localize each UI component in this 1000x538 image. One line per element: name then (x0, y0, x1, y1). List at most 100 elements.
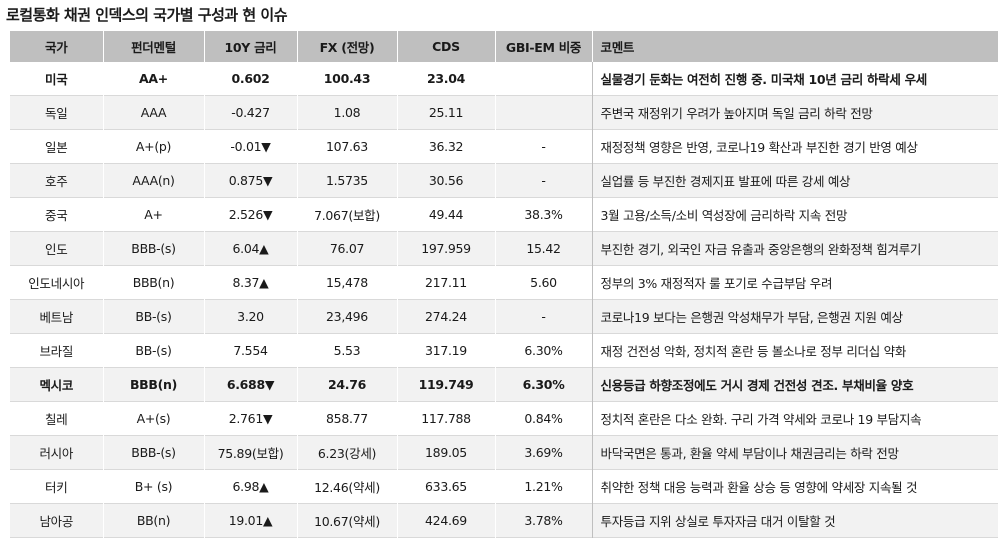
cell-10y-yield: 6.688▼ (203, 367, 297, 402)
cell-country: 독일 (10, 95, 103, 130)
cell-fundamental: AAA(n) (102, 163, 204, 198)
cell-country: 러시아 (10, 435, 103, 470)
cell-cds: 317.19 (396, 333, 495, 368)
cell-gbi-em-weight: - (494, 163, 592, 198)
cell-fundamental: BB(n) (102, 503, 204, 538)
cell-10y-yield: 6.04▲ (203, 231, 297, 266)
cell-comment: 재정정책 영향은 반영, 코로나19 확산과 부진한 경기 반영 예상 (591, 129, 998, 164)
cell-fx: 858.77 (296, 401, 397, 436)
cell-10y-yield: 7.554 (203, 333, 297, 368)
cell-comment: 실업률 등 부진한 경제지표 발표에 따른 강세 예상 (591, 163, 998, 198)
cell-comment: 3월 고용/소득/소비 역성장에 금리하락 지속 전망 (591, 197, 998, 232)
cell-comment: 바닥국면은 통과, 환율 약세 부담이나 채권금리는 하락 전망 (591, 435, 998, 470)
cell-fx: 76.07 (296, 231, 397, 266)
header-cds: CDS (396, 31, 495, 62)
header-10y-yield: 10Y 금리 (203, 31, 297, 62)
cell-fx: 1.5735 (296, 163, 397, 198)
cell-comment: 실물경기 둔화는 여전히 진행 중. 미국채 10년 금리 하락세 우세 (591, 62, 998, 96)
cell-comment: 주변국 재정위기 우려가 높아지며 독일 금리 하락 전망 (591, 95, 998, 130)
cell-fundamental: A+ (102, 197, 204, 232)
cell-cds: 189.05 (396, 435, 495, 470)
cell-gbi-em-weight: 3.69% (494, 435, 592, 470)
header-gbi-em-weight: GBI-EM 비중 (494, 31, 592, 62)
cell-fx: 10.67(약세) (296, 503, 397, 538)
cell-country: 터키 (45, 480, 68, 495)
cell-fundamental: BB-(s) (102, 299, 204, 334)
cell-gbi-em-weight: 1.21% (494, 469, 592, 504)
cell-fx: 107.63 (296, 129, 397, 164)
cell-cds: 424.69 (396, 503, 495, 538)
cell-fx: 5.53 (296, 333, 397, 368)
cell-gbi-em-weight (494, 62, 592, 96)
cell-gbi-em-weight: - (494, 129, 592, 164)
table-row: 독일 AAA -0.427 1.08 25.11 주변국 재정위기 우려가 높아지며 독일… (10, 95, 998, 130)
cell-cds: 217.11 (396, 265, 495, 300)
cell-fx: 100.43 (296, 62, 397, 96)
header-country: 국가 (10, 31, 103, 62)
country-issues-table: 국가 펀더멘털 10Y 금리 FX (전망) CDS GBI-EM 비중 코멘트… (10, 31, 998, 538)
cell-cds: 117.788 (396, 401, 495, 436)
cell-10y-yield: 8.37▲ (203, 265, 297, 300)
cell-gbi-em-weight: 38.3% (494, 197, 592, 232)
cell-fundamental: A+(p) (102, 129, 204, 164)
table-row: 러시아 BBB-(s) 75.89(보합) 6.23(강세) 189.05 3.69% 바닥… (10, 435, 998, 470)
cell-fx: 7.067(보합) (296, 197, 397, 232)
cell-comment: 재정 건전성 악화, 정치적 혼란 등 볼소나로 정부 리더십 약화 (591, 333, 998, 368)
cell-comment: 코로나19 보다는 은행권 악성채무가 부담, 은행권 지원 예상 (591, 299, 998, 334)
cell-10y-yield: 19.01▲ (203, 503, 297, 538)
table-title: 로컬통화 채권 인덱스의 국가별 구성과 현 이슈 (6, 6, 288, 24)
cell-fundamental: A+(s) (102, 401, 204, 436)
cell-10y-yield: 3.20 (203, 299, 297, 334)
cell-10y-yield: -0.427 (203, 95, 297, 130)
table-row: 호주 AAA(n) 0.875▼ 1.5735 30.56- 실업률 등 부진한 경제지표… (10, 163, 998, 198)
table-row: 브라질 BB-(s) 7.554 5.53 317.19 6.30% 재정 건전성 악화, … (10, 333, 998, 368)
cell-country: 멕시코 (10, 367, 103, 402)
table-row: 미국 AA+ 0.602 100.43 23.04 실물경기 둔화는 여전히 진행 중. … (10, 62, 998, 96)
cell-country: 중국 (45, 208, 68, 223)
cell-cds: 23.04 (396, 62, 495, 96)
cell-comment: 정치적 혼란은 다소 완화. 구리 가격 약세와 코로나 19 부담지속 (591, 401, 998, 436)
header-comment: 코멘트 (591, 31, 998, 62)
cell-country: 미국 (45, 72, 68, 87)
cell-10y-yield: 0.875▼ (203, 163, 297, 198)
cell-fx: 1.08 (296, 95, 397, 130)
table-row: 터키 B+ (s) 6.98▲ 12.46(약세) 633.65 1.21% 취약한 정책 … (10, 469, 998, 504)
cell-gbi-em-weight: 6.30% (494, 367, 592, 402)
cell-country: 브라질 (39, 344, 74, 359)
cell-fundamental: B+ (s) (102, 469, 204, 504)
cell-country: 인도 (10, 231, 103, 266)
table-row: 칠레 A+(s) 2.761▼ 858.77 117.788 0.84% 정치적 혼란은 다… (10, 401, 998, 436)
cell-gbi-em-weight: 15.42 (494, 231, 592, 266)
cell-cds: 36.32 (396, 129, 495, 164)
table-row: 일본 A+(p) -0.01▼ 107.63 36.32- 재정정책 영향은 반영, 코로… (10, 129, 998, 164)
cell-fx: 24.76 (296, 367, 397, 402)
cell-10y-yield: -0.01▼ (203, 129, 297, 164)
cell-comment: 취약한 정책 대응 능력과 환율 상승 등 영향에 약세장 지속될 것 (591, 469, 998, 504)
cell-country: 일본 (45, 140, 68, 155)
header-fundamental: 펀더멘털 (102, 31, 204, 62)
cell-fundamental: BBB-(s) (102, 435, 204, 470)
table-row: 중국 A+ 2.526▼ 7.067(보합) 49.44 38.3% 3월 고용/소득/소비… (10, 197, 998, 232)
cell-fundamental: AA+ (102, 62, 204, 96)
cell-fundamental: BBB(n) (102, 367, 204, 402)
table-row: 인도네시아 BBB(n) 8.37▲ 15,478 217.11 5.60 정부의 3% 재… (10, 265, 998, 300)
cell-10y-yield: 6.98▲ (203, 469, 297, 504)
table-row: 인도 BBB-(s) 6.04▲ 76.07 197.959 15.42 부진한 경기, 외… (10, 231, 998, 266)
header-fx-outlook: FX (전망) (296, 31, 397, 62)
cell-comment: 부진한 경기, 외국인 자금 유출과 중앙은행의 완화정책 힘겨루기 (591, 231, 998, 266)
cell-country: 인도네시아 (28, 276, 85, 291)
cell-gbi-em-weight: 6.30% (494, 333, 592, 368)
cell-fundamental: BBB-(s) (102, 231, 204, 266)
cell-country: 칠레 (45, 412, 68, 427)
cell-country: 남아공 (10, 503, 103, 538)
cell-gbi-em-weight: 0.84% (494, 401, 592, 436)
table-row: 베트남 BB-(s) 3.20 23,496 274.24- 코로나19 보다는 은행권 … (10, 299, 998, 334)
cell-fundamental: AAA (102, 95, 204, 130)
cell-country: 호주 (10, 163, 103, 198)
cell-fx: 15,478 (296, 265, 397, 300)
cell-cds: 30.56 (396, 163, 495, 198)
cell-10y-yield: 2.526▼ (203, 197, 297, 232)
cell-comment: 신용등급 하향조정에도 거시 경제 건전성 견조. 부채비율 양호 (591, 367, 998, 402)
cell-gbi-em-weight (494, 95, 592, 130)
cell-fx: 12.46(약세) (296, 469, 397, 504)
